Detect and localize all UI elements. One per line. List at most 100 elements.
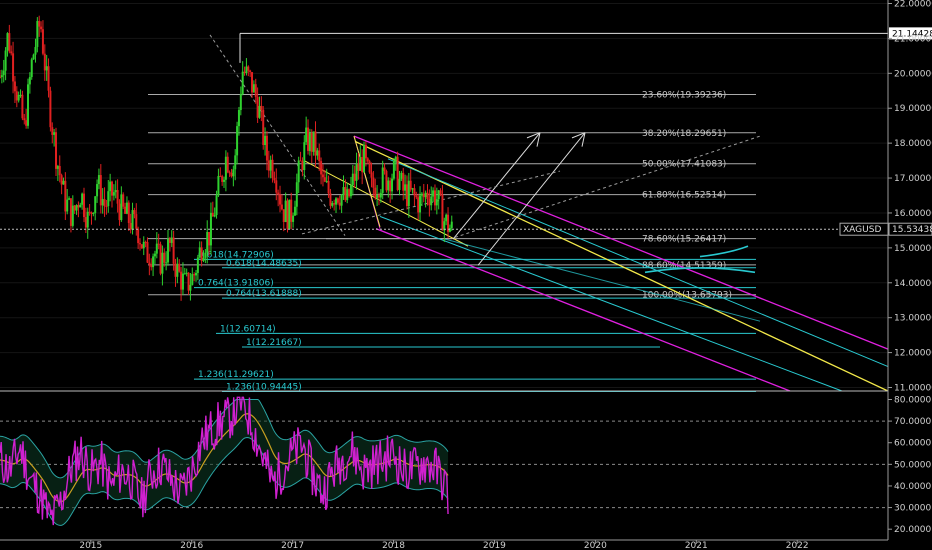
candle-body [19, 94, 22, 96]
candle-body [241, 71, 244, 94]
candle-body [422, 193, 425, 198]
rsi-axis[interactable]: 80.0000 70.0000 60.0000 50.0000 40.0000 30.00… [888, 395, 931, 535]
candle-body [64, 180, 67, 212]
candle-body [420, 193, 423, 196]
candle-body [25, 120, 28, 126]
time-axis[interactable]: 2015 2016 2017 2018 2019 2020 2021 2022 [79, 540, 809, 550]
candle-body [290, 199, 293, 222]
candle-body [318, 150, 321, 162]
candle-body [432, 190, 435, 197]
candle-body [68, 198, 71, 200]
fib-label: 61.80%(16.52514) [642, 191, 726, 201]
candle-body [2, 70, 5, 76]
candle-body [426, 192, 429, 199]
candle-body [28, 77, 31, 85]
candle-body [340, 195, 343, 206]
candle-body [398, 178, 401, 190]
candle-body [32, 54, 35, 60]
candle-body [34, 46, 37, 55]
candle-body [271, 159, 274, 178]
time-tick-label: 2018 [382, 541, 405, 550]
inner-lower [379, 215, 843, 392]
candle-body [146, 242, 149, 263]
arrow-head-1 [526, 132, 541, 139]
high-marker-tag [889, 27, 932, 40]
candle-body [4, 50, 7, 71]
fib-label: 88.60%(14.51359) [642, 261, 726, 271]
rsi-tick-label: 40.0000 [894, 482, 931, 492]
candle-body [107, 191, 110, 207]
candle-body [60, 175, 63, 185]
price-tick-label: 15.00000 [894, 244, 932, 254]
candle-body [295, 182, 298, 207]
candle-body [286, 200, 289, 229]
candle-body [445, 214, 448, 222]
candle-body [351, 173, 354, 185]
candle-body [308, 133, 311, 151]
candle-body [180, 271, 183, 290]
arrow-head-2 [571, 132, 586, 139]
fib-label: 23.60%(19.39236) [642, 91, 726, 101]
candle-body [368, 161, 371, 173]
candle-body [292, 215, 295, 222]
rsi-tick-label: 80.0000 [894, 395, 931, 405]
candle-body [77, 205, 80, 208]
candle-body [137, 228, 140, 244]
candle-body [297, 160, 300, 183]
candle-body [10, 51, 13, 54]
extension-label: 0.764(13.91806) [198, 279, 274, 289]
candle-body [230, 172, 233, 177]
candle-body [202, 257, 205, 261]
candle-body [437, 190, 440, 200]
candle-body [62, 180, 65, 185]
pitchfork-lower [375, 228, 791, 392]
candle-body [349, 184, 352, 197]
arrow-head-1b [536, 132, 541, 147]
candle-body [411, 188, 414, 190]
candle-body [284, 200, 287, 223]
projection-arrow-2 [477, 132, 586, 266]
fib-label: 100.00%(13.65793) [642, 291, 732, 301]
candle-body [237, 110, 240, 127]
candle-body [439, 190, 442, 195]
candle-body [329, 193, 332, 206]
candle-body [396, 156, 399, 190]
candle-body [153, 253, 156, 257]
candle-body [282, 209, 285, 223]
candle-body [97, 175, 100, 185]
candle-body [430, 196, 433, 206]
time-tick-label: 2020 [584, 541, 607, 550]
candle-body [333, 203, 336, 205]
candle-body [204, 252, 207, 258]
candle-body [38, 21, 41, 27]
candle-body [269, 159, 272, 171]
candle-body [273, 177, 276, 181]
pitchfork-channel [209, 34, 889, 392]
candle-body [415, 195, 418, 198]
candle-body [152, 256, 155, 268]
last-price-label: 15.53438 [892, 225, 932, 235]
price-axis[interactable]: 22.00000 21.00000 20.00000 19.00000 18.00000… [888, 0, 932, 394]
extension-label: 1.236(11.29621) [198, 370, 274, 380]
candle-body [198, 247, 201, 258]
candle-body [103, 199, 106, 207]
extension-label: 1.236(10.94445) [226, 382, 302, 392]
candle-body [413, 188, 416, 196]
candle-body [251, 72, 254, 93]
candle-body [0, 76, 1, 78]
candle-body [392, 160, 395, 179]
candle-body [335, 198, 338, 205]
candle-body [366, 158, 369, 162]
candle-body [215, 195, 218, 216]
candle-body [363, 144, 366, 173]
candle-body [280, 204, 283, 210]
candle-body [45, 66, 48, 71]
candle-body [364, 144, 367, 159]
candle-body [252, 84, 255, 93]
candle-body [346, 189, 349, 201]
candle-body [223, 179, 226, 182]
price-tick-label: 20.00000 [894, 69, 932, 79]
candle-body [428, 198, 431, 206]
rsi-tick-label: 20.0000 [894, 525, 931, 535]
